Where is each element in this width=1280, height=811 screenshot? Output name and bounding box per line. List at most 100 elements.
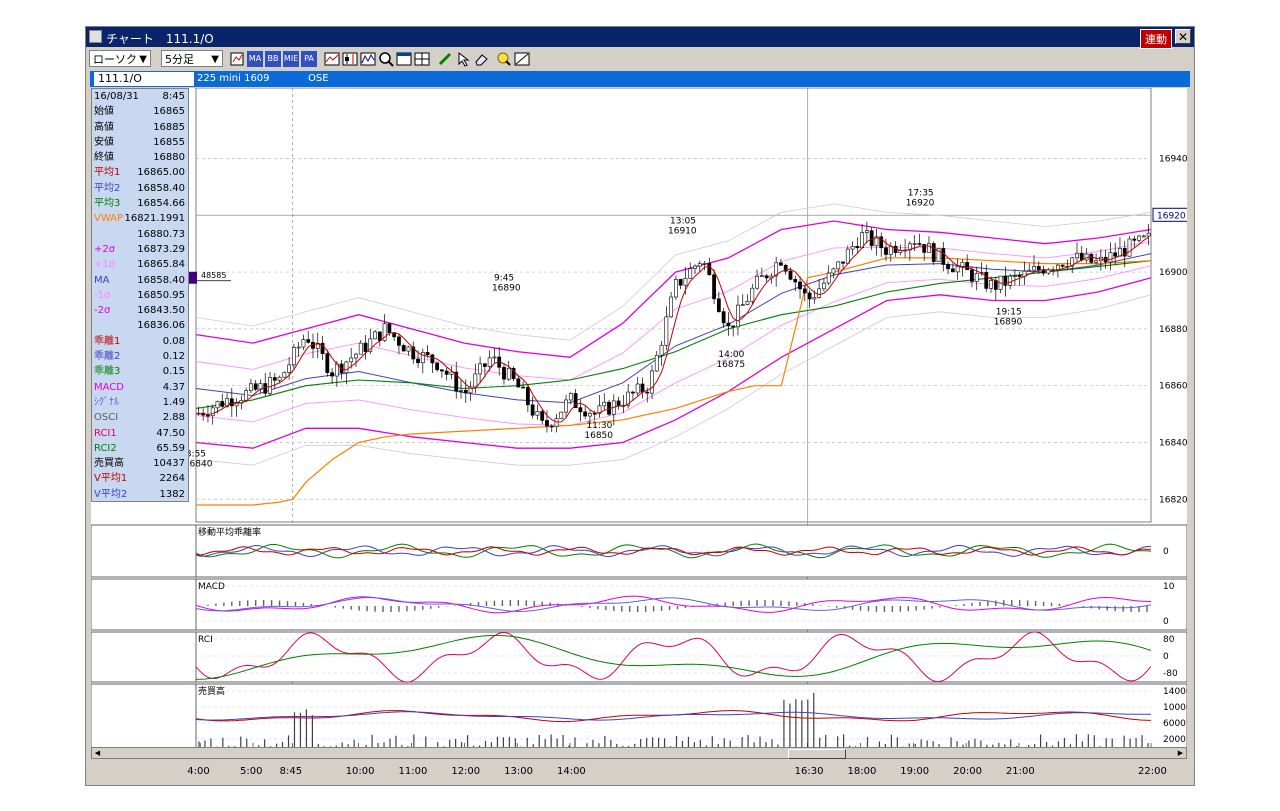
panel-time: 8:45 [162, 91, 185, 102]
candle [841, 261, 845, 269]
candle [807, 290, 812, 308]
horizontal-scrollbar[interactable]: ◀ ▶ [91, 747, 1187, 759]
candle [554, 414, 559, 433]
panel-row-label: 平均3 [94, 198, 121, 210]
candle [1060, 264, 1065, 269]
candle [984, 264, 989, 292]
panel-row-value: 16836.06 [137, 320, 185, 332]
chart-settings-icon[interactable] [229, 51, 245, 67]
calendar-icon[interactable] [396, 51, 412, 67]
candle [459, 379, 463, 399]
annotation-time: 11:30 [586, 421, 612, 431]
deviation-panel-tick-label: 0 [1163, 547, 1169, 557]
candle [425, 345, 430, 358]
search-icon[interactable] [496, 51, 512, 67]
chart-type-select[interactable]: ローソク ▼ [89, 50, 151, 67]
indicator-icon[interactable] [360, 51, 376, 67]
candle [731, 325, 736, 337]
panel-row-label: 高値 [94, 121, 114, 133]
panel-row: -1σ 16850.95 [92, 288, 188, 303]
cursor-icon[interactable] [455, 51, 471, 67]
candle [874, 228, 879, 256]
candle [263, 372, 268, 396]
candle [755, 269, 759, 290]
pa-icon[interactable]: PA [301, 51, 317, 67]
bb-icon[interactable]: BB [265, 51, 281, 67]
candle [291, 343, 296, 370]
candle [831, 267, 836, 279]
panel-row: RCI2 65.59 [92, 441, 188, 456]
pen-icon[interactable] [437, 51, 453, 67]
interval-select[interactable]: 5分足 ▼ [161, 50, 223, 67]
candle-icon[interactable] [342, 51, 358, 67]
panel-row-value: 16854.66 [137, 198, 185, 210]
candle [330, 368, 334, 384]
line-chart-icon[interactable] [324, 51, 340, 67]
candle [716, 291, 721, 313]
chart-window: チャート 111.1/O 連動 ✕ ローソク ▼ 5分足 ▼ MA BB MIE… [85, 26, 1195, 786]
panel-row: VWAP 16821.1991 [92, 211, 188, 226]
candle [306, 331, 311, 344]
exchange-name: OSE [308, 73, 329, 84]
candle [296, 342, 301, 357]
rci1-line [195, 631, 1152, 683]
panel-row: V平均2 1382 [92, 487, 188, 502]
volume-panel-tick-label: 14000 [1163, 687, 1187, 697]
candle [487, 350, 492, 371]
macd-panel-tick-label: 10 [1163, 582, 1175, 592]
panel-row-value: 47.50 [156, 427, 185, 439]
symbol-box[interactable]: 111.1/O [94, 72, 194, 86]
candle [693, 264, 697, 275]
panel-row: +1σ 16865.84 [92, 257, 188, 272]
ma-icon[interactable]: MA [247, 51, 263, 67]
candle [822, 278, 826, 292]
chart-area[interactable]: 16940 16920 16900 16880 16860 16840 16820 16920… [90, 87, 1192, 749]
title-bar: チャート 111.1/O 連動 ✕ [86, 27, 1194, 49]
signal-line [195, 597, 1152, 613]
candle [272, 372, 277, 389]
candle [1013, 269, 1017, 286]
mie-icon[interactable]: MIE [283, 51, 299, 67]
candle [406, 345, 411, 356]
scroll-right-icon[interactable]: ▶ [1177, 749, 1184, 757]
candle [774, 256, 779, 287]
panel-row: MA 16858.40 [92, 273, 188, 288]
annotation-time: 14:00 [718, 350, 744, 360]
candle [869, 227, 874, 251]
panel-row-label: 乖離3 [94, 366, 121, 378]
annotation-price: 16910 [668, 227, 697, 237]
panel-row: 平均2 16858.40 [92, 181, 188, 196]
renkei-button[interactable]: 連動 [1140, 29, 1172, 49]
panel-datetime: 16/08/31 8:45 [92, 89, 188, 104]
volume-panel-frame [90, 683, 1188, 749]
panel-row-label: 終値 [94, 152, 114, 164]
panel-row: -2σ 16843.50 [92, 303, 188, 318]
grid-icon[interactable] [414, 51, 430, 67]
panel-row-label: 乖離1 [94, 335, 121, 347]
scroll-thumb[interactable] [788, 749, 846, 759]
scroll-left-icon[interactable]: ◀ [94, 749, 101, 757]
draw-line-icon[interactable] [514, 51, 530, 67]
zoom-icon[interactable] [378, 51, 394, 67]
time-tick-label: 21:00 [1005, 766, 1035, 777]
panel-row-value: 2.88 [162, 412, 185, 424]
time-axis: 4:00 5:00 8:45 10:00 11:00 12:00 13:00 14:00 16:… [90, 762, 1190, 782]
candle [540, 409, 545, 425]
candle [545, 410, 549, 433]
panel-row-value: 16858.40 [137, 182, 185, 194]
panel-row-label: -1σ [94, 289, 111, 301]
chart-canvas[interactable]: 16940 16920 16900 16880 16860 16840 16820 16920… [90, 87, 1192, 749]
price-info-panel: 16/08/31 8:45 始値 16865 高値 16885 安値 16855 終値 16880… [91, 88, 189, 502]
panel-row-value: 65.59 [156, 442, 185, 454]
bollinger-plus1-line [195, 241, 1152, 381]
close-button[interactable]: ✕ [1175, 29, 1191, 44]
annotation-time: 13:05 [670, 217, 696, 227]
panel-row: 平均3 16854.66 [92, 196, 188, 211]
panel-row-value: 10437 [153, 458, 185, 470]
candle [855, 237, 860, 253]
volume-marker-block [189, 271, 197, 284]
candle [511, 366, 516, 382]
candle [1094, 253, 1098, 265]
eraser-icon[interactable] [473, 51, 489, 67]
candle [654, 350, 659, 372]
